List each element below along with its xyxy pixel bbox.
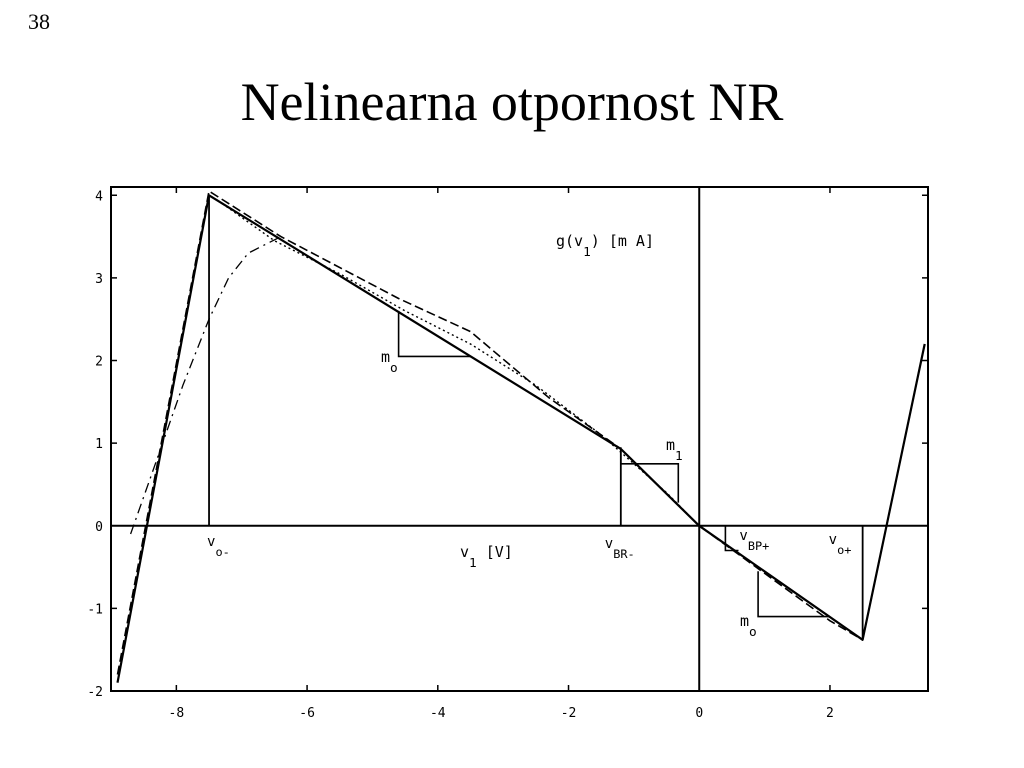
- x-tick-label: 0: [695, 706, 703, 721]
- y-tick-label: 4: [95, 189, 103, 204]
- x-axis-label: v1 [V]: [460, 543, 513, 571]
- label-v-o-plus-main: v: [829, 532, 837, 548]
- y-tick-label: 0: [95, 520, 103, 535]
- x-axis-label-sub: 1: [469, 556, 477, 571]
- x-tick-label: -4: [430, 706, 446, 721]
- slope-triangle-mo-upper: [397, 310, 471, 358]
- label-m-o-lower: mo: [740, 612, 757, 640]
- x-tick-label: -6: [299, 706, 315, 721]
- series-layer: [116, 190, 926, 683]
- label-v-o-minus: vo-: [207, 534, 230, 559]
- page-number: 38: [28, 9, 50, 34]
- label-v-o-plus: vo+: [829, 532, 852, 557]
- y-axis-label-sub: 1: [583, 245, 591, 260]
- label-m-o-upper: mo: [381, 348, 398, 376]
- label-m-o-lower-main: m: [740, 612, 749, 630]
- label-m1-sub: 1: [675, 449, 683, 464]
- x-axis-label-rest: [V]: [477, 543, 513, 561]
- y-tick-label: -2: [87, 685, 103, 700]
- x-tick-label: 2: [826, 706, 834, 721]
- guide-lines: [208, 195, 864, 640]
- y-axis-label-pre: g(v: [556, 232, 583, 250]
- y-tick-label: 2: [95, 355, 103, 370]
- label-v-br-minus-sub: BR-: [613, 547, 634, 561]
- label-m1-main: m: [666, 436, 675, 454]
- slope-triangle-mo-lower: [757, 571, 830, 618]
- plot-frame: [110, 186, 929, 692]
- x-tick-label: -2: [561, 706, 577, 721]
- label-v-br-plus-main: v: [739, 528, 747, 544]
- label-m-o-upper-sub: o: [390, 361, 398, 376]
- y-tick-label: -1: [87, 602, 103, 617]
- series-solid-line: [116, 194, 926, 683]
- series-dotted-line: [221, 202, 700, 527]
- label-v-br-minus-main: v: [605, 536, 613, 552]
- label-m-o-upper-main: m: [381, 348, 390, 366]
- y-tick-label: 1: [95, 437, 103, 452]
- x-tick-label: -8: [169, 706, 185, 721]
- y-tick-label: 3: [95, 272, 103, 287]
- slope-triangle-bp-plus: [724, 525, 739, 552]
- label-m1: m1: [666, 436, 683, 464]
- label-m-o-lower-sub: o: [749, 625, 757, 640]
- slide-title: Nelinearna otpornost NR: [240, 72, 784, 132]
- y-axis-label: g(v1) [m A]: [556, 232, 654, 260]
- x-axis-label-main: v: [460, 543, 469, 561]
- label-v-o-minus-sub: o-: [215, 545, 229, 559]
- axis-ticks: -8 -6 -4 -2 0 2 -2 -1 0 1 2 3 4: [87, 187, 928, 721]
- label-v-br-plus-sub: BP+: [748, 539, 769, 553]
- series-dash-dot-line: [129, 236, 282, 535]
- label-v-o-minus-main: v: [207, 534, 215, 550]
- label-v-br-minus: vBR-: [605, 536, 635, 561]
- label-v-o-plus-sub: o+: [837, 543, 851, 557]
- label-v-br-plus: vBP+: [739, 528, 769, 553]
- zero-axes: [111, 187, 928, 691]
- slope-triangle-m1: [619, 447, 680, 503]
- y-axis-label-rest: ) [m A]: [591, 232, 654, 250]
- series-dashed-line: [116, 190, 926, 675]
